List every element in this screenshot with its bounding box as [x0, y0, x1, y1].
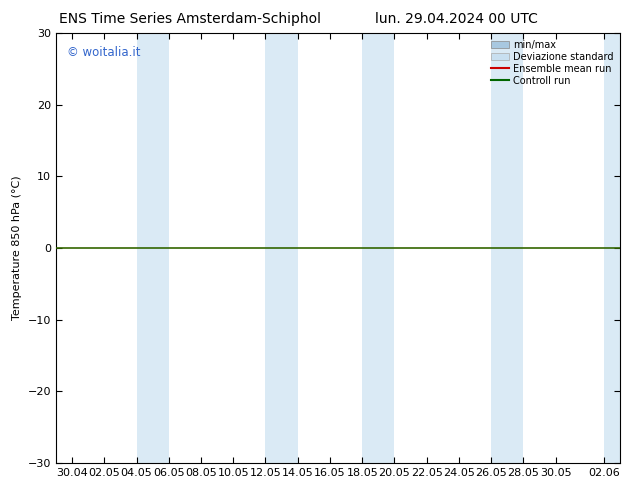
Bar — [491, 33, 524, 463]
Legend: min/max, Deviazione standard, Ensemble mean run, Controll run: min/max, Deviazione standard, Ensemble m… — [488, 36, 618, 90]
Text: ENS Time Series Amsterdam-Schiphol: ENS Time Series Amsterdam-Schiphol — [59, 12, 321, 26]
Text: © woitalia.it: © woitalia.it — [67, 46, 141, 59]
Bar — [604, 33, 634, 463]
Text: lun. 29.04.2024 00 UTC: lun. 29.04.2024 00 UTC — [375, 12, 538, 26]
Bar — [362, 33, 394, 463]
Bar — [266, 33, 298, 463]
Bar — [136, 33, 169, 463]
Y-axis label: Temperature 850 hPa (°C): Temperature 850 hPa (°C) — [12, 176, 22, 320]
